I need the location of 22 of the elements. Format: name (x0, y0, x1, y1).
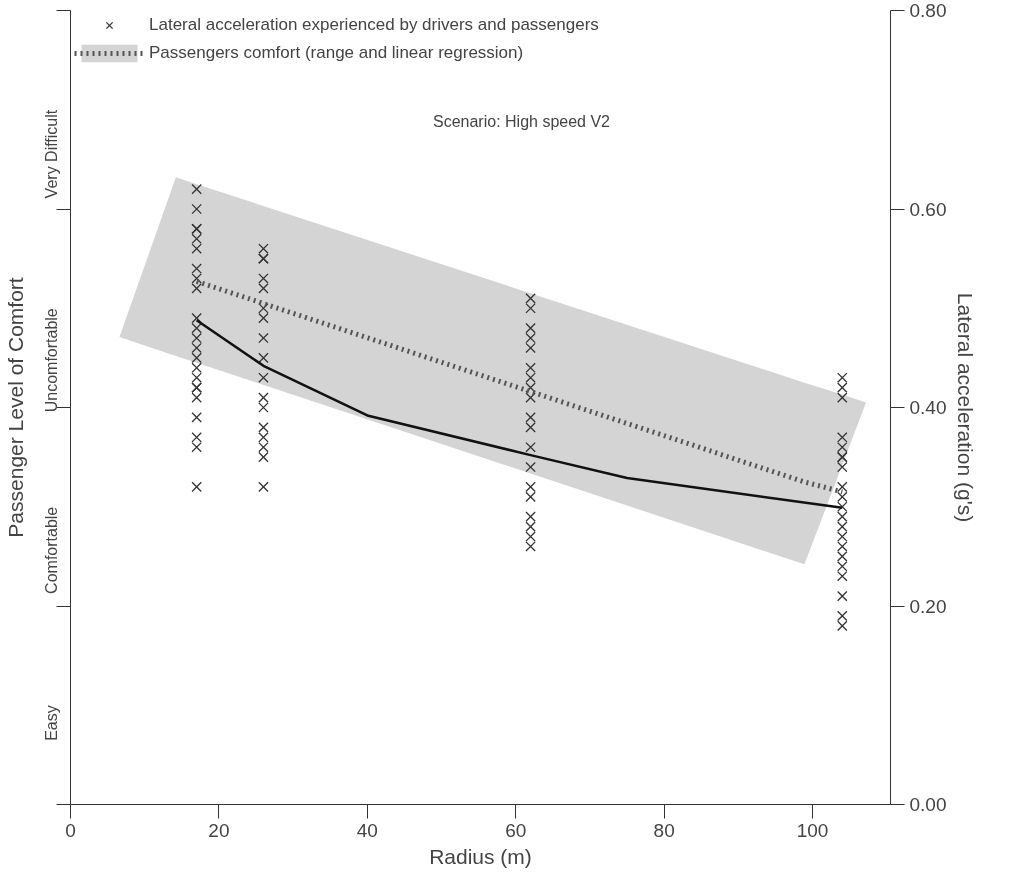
text: Comfortable (43, 506, 60, 594)
y-tick-label: 0.80 (909, 0, 947, 21)
x-tick-label: 40 (356, 819, 378, 841)
legend-label: Lateral acceleration experienced by drivers and passengers (149, 15, 599, 35)
x-tick-label: 60 (505, 819, 527, 841)
legend-label: Passengers comfort (range and linear regression) (149, 43, 524, 63)
annotation: Scenario: High speed V2 (433, 112, 611, 130)
x-tick-label: 80 (653, 819, 675, 841)
x-axis-title: Radius (m) (429, 844, 532, 868)
text: Easy (43, 705, 60, 741)
y-tick-label: 0.20 (909, 595, 947, 617)
text: Uncomfortable (43, 308, 60, 413)
y2-axis-title: Passenger Level of Comfort (3, 277, 27, 538)
y-tick-label: 0.40 (909, 397, 947, 418)
y-axis-title: Lateral acceleration (g's) (954, 292, 978, 523)
x-tick-label: 20 (208, 819, 230, 841)
x-tick-label: 100 (796, 819, 829, 841)
text: Very Difficult (43, 109, 60, 199)
x-tick-label: 0 (65, 819, 76, 841)
y-tick-label: 0.60 (909, 198, 947, 220)
y-tick-label: 0.00 (909, 794, 947, 815)
line-series (195, 318, 844, 509)
